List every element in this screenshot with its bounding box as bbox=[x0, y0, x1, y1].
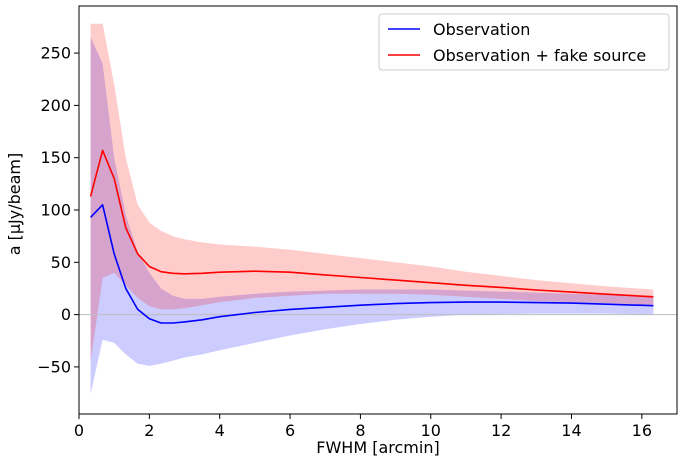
x-axis-ticks: 0 2 4 6 8 10 12 14 16 bbox=[74, 414, 652, 440]
y-axis-ticks: −50 0 50 100 150 200 250 bbox=[37, 44, 79, 376]
x-tick-label: 2 bbox=[144, 421, 154, 440]
confidence-bands bbox=[90, 23, 654, 395]
line-fake-source bbox=[89, 149, 654, 298]
x-tick-label: 4 bbox=[215, 421, 225, 440]
y-tick-label: 150 bbox=[40, 148, 71, 167]
legend-label-fake-source: Observation + fake source bbox=[433, 46, 646, 65]
legend: Observation Observation + fake source bbox=[378, 13, 670, 71]
x-tick-label: 6 bbox=[285, 421, 295, 440]
y-tick-label: 200 bbox=[40, 96, 71, 115]
band-observation bbox=[90, 37, 654, 395]
x-axis-label: FWHM [arcmin] bbox=[316, 438, 439, 457]
x-tick-label: 14 bbox=[561, 421, 581, 440]
x-tick-label: 0 bbox=[74, 421, 84, 440]
y-tick-label: 250 bbox=[40, 44, 71, 63]
y-tick-label: 0 bbox=[61, 305, 71, 324]
x-tick-label: 10 bbox=[421, 421, 441, 440]
legend-label-observation: Observation bbox=[433, 20, 530, 39]
x-tick-label: 12 bbox=[491, 421, 511, 440]
x-tick-label: 8 bbox=[355, 421, 365, 440]
x-tick-label: 16 bbox=[632, 421, 652, 440]
y-tick-label: −50 bbox=[37, 357, 71, 376]
series-lines bbox=[89, 149, 654, 324]
y-tick-label: 50 bbox=[51, 253, 71, 272]
y-axis-label: a [μJy/beam] bbox=[5, 153, 24, 256]
line-observation bbox=[90, 204, 654, 324]
band-fake-source bbox=[90, 23, 654, 362]
y-tick-label: 100 bbox=[40, 201, 71, 220]
legend-box bbox=[378, 13, 670, 71]
